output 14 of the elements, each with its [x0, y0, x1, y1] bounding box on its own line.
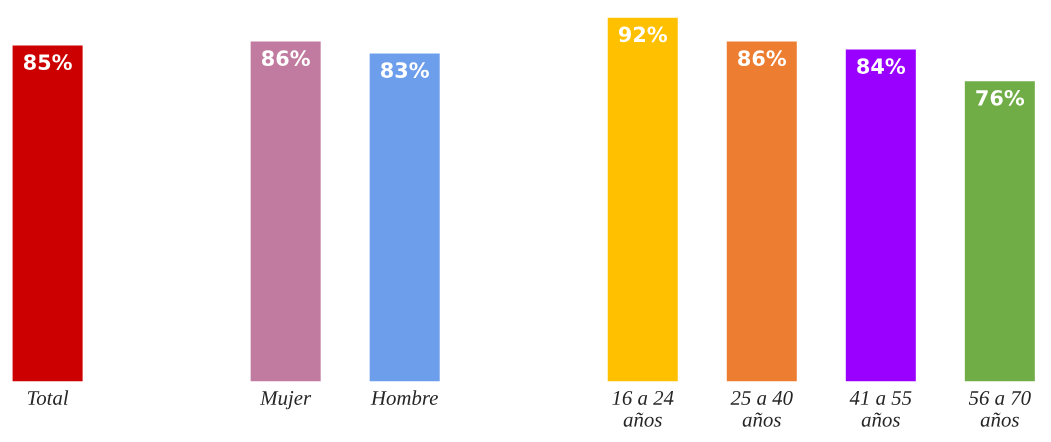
data-label: 83%: [381, 62, 429, 78]
data-label: 76%: [976, 89, 1025, 106]
data-label: 85%: [23, 54, 72, 71]
x-tick-label: 56 a 70 años: [968, 390, 1031, 427]
x-tick-label: Mujer: [259, 390, 312, 410]
x-tick-label: 16 a 24 años: [612, 390, 674, 427]
x-tick-label: 41 a 55 años: [849, 391, 912, 427]
data-label: 86%: [262, 50, 310, 67]
x-tick-label: Hombre: [370, 390, 438, 405]
data-label: 84%: [857, 58, 906, 74]
x-tick-label: 25 a 40 años: [730, 390, 793, 427]
data-label: 92%: [618, 26, 668, 43]
data-label: 86%: [738, 50, 787, 67]
x-tick-label: Total: [27, 390, 69, 405]
